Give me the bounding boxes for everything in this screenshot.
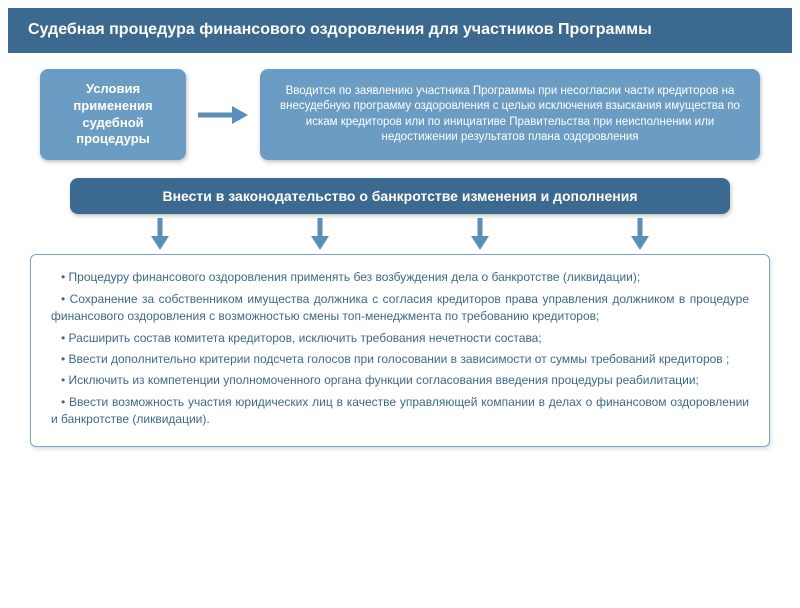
arrow-down-icon	[468, 218, 492, 250]
conditions-label: Условия применения судебной процедуры	[56, 81, 170, 149]
bullet-item: • Процедуру финансового оздоровления при…	[51, 269, 749, 286]
conditions-description-box: Вводится по заявлению участника Программ…	[260, 69, 760, 161]
conditions-description: Вводится по заявлению участника Программ…	[274, 84, 746, 146]
arrow-down-icon	[148, 218, 172, 250]
legislation-text: Внести в законодательство о банкротстве …	[162, 188, 637, 204]
bullet-item: • Ввести дополнительно критерии подсчета…	[51, 351, 749, 368]
arrow-down-icon	[308, 218, 332, 250]
bullet-panel: • Процедуру финансового оздоровления при…	[30, 254, 770, 447]
arrow-down-icon	[628, 218, 652, 250]
legislation-bar: Внести в законодательство о банкротстве …	[70, 178, 730, 214]
slide-title: Судебная процедура финансового оздоровле…	[8, 8, 792, 53]
bullet-item: • Ввести возможность участия юридических…	[51, 394, 749, 429]
conditions-label-box: Условия применения судебной процедуры	[40, 69, 186, 161]
arrow-right-icon	[198, 69, 248, 161]
bullet-item: • Расширить состав комитета кредиторов, …	[51, 330, 749, 347]
arrows-down-row	[80, 218, 720, 250]
bullet-item: • Исключить из компетенции уполномоченно…	[51, 372, 749, 389]
conditions-row: Условия применения судебной процедуры Вв…	[40, 69, 760, 161]
bullet-item: • Сохранение за собственником имущества …	[51, 291, 749, 326]
